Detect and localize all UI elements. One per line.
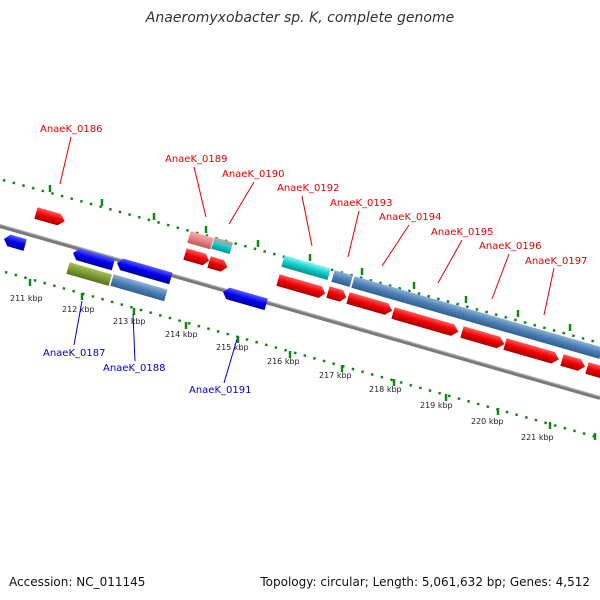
gene-label-AnaeK_0194[interactable]: AnaeK_0194 [379,212,441,223]
kbp-label: 219 kbp [420,401,453,410]
gene-label-AnaeK_0189[interactable]: AnaeK_0189 [165,154,227,165]
gene-arrow-red-0197b[interactable] [503,338,560,365]
gene-arrow-AnaeK_0186[interactable] [34,207,66,227]
kbp-label: 211 kbp [10,294,43,303]
gene-label-AnaeK_0190[interactable]: AnaeK_0190 [222,169,284,180]
forward-genes [34,207,600,381]
kbp-label: 216 kbp [267,357,300,366]
kbp-label: 218 kbp [369,385,402,394]
gene-arrow-red-0192b[interactable] [276,274,326,299]
gene-arrow-red-0198b[interactable] [560,354,586,372]
map-title: Anaeromyxobacter sp. K, complete genome [145,10,455,26]
gene-arrow-red-0196b[interactable] [460,326,506,350]
gene-arrow-red-0199b[interactable] [585,362,600,381]
kbp-label: 221 kbp [521,433,554,442]
accession-text: Accession: NC_011145 [9,575,146,589]
gene-box-AnaeK_0188[interactable] [110,274,168,302]
gene-arrow-red-0193b[interactable] [326,286,348,303]
gene-arrow-AnaeK_0191[interactable] [221,286,268,311]
gene-arrow-blue-0188a[interactable] [115,257,173,285]
topology-text: Topology: circular; Length: 5,061,632 bp… [260,575,590,589]
kbp-label: 217 kbp [319,371,352,380]
forward-leader-lines [59,136,555,316]
inner-major-ticks [28,279,597,440]
gene-label-AnaeK_0196[interactable]: AnaeK_0196 [479,241,541,252]
gene-label-AnaeK_0193[interactable]: AnaeK_0193 [330,198,392,209]
outer-major-ticks [48,185,572,331]
gene-box-AnaeK_0192[interactable] [281,255,331,280]
reverse-leader-lines [73,300,238,384]
gene-label-AnaeK_0195[interactable]: AnaeK_0195 [431,227,493,238]
gene-box-AnaeK_0194[interactable] [351,276,600,359]
kbp-label: 214 kbp [165,330,198,339]
gene-box-AnaeK_0190[interactable] [211,237,233,255]
gene-arrow-red-0190b[interactable] [207,256,229,273]
gene-label-AnaeK_0186[interactable]: AnaeK_0186 [40,124,102,135]
kbp-label: 213 kbp [113,317,146,326]
gene-arrow-blue-0187a[interactable] [71,247,116,271]
gene-box-AnaeK_0193[interactable] [331,270,353,288]
gene-label-AnaeK_0191[interactable]: AnaeK_0191 [189,385,251,396]
gene-labels: AnaeK_0186 AnaeK_0189 AnaeK_0190 AnaeK_0… [40,124,587,396]
reverse-genes [2,233,268,311]
gene-box-AnaeK_0189[interactable] [187,231,214,250]
gene-box-AnaeK_0187[interactable] [66,262,112,286]
gene-label-AnaeK_0192[interactable]: AnaeK_0192 [277,183,339,194]
kbp-label: 212 kbp [62,305,95,314]
gene-label-AnaeK_0187[interactable]: AnaeK_0187 [43,348,105,359]
kbp-label: 220 kbp [471,417,504,426]
gene-label-AnaeK_0197[interactable]: AnaeK_0197 [525,256,587,267]
gene-arrow-blue-left[interactable] [2,233,27,251]
gene-label-AnaeK_0188[interactable]: AnaeK_0188 [103,363,165,374]
kbp-label: 215 kbp [216,343,249,352]
gene-arrow-red-0189b[interactable] [183,248,210,266]
gene-arrow-red-0194b[interactable] [346,292,394,316]
kbp-labels: 211 kbp 212 kbp 213 kbp 214 kbp 215 kbp … [10,294,554,442]
gene-arrow-red-0195b[interactable] [391,307,460,337]
